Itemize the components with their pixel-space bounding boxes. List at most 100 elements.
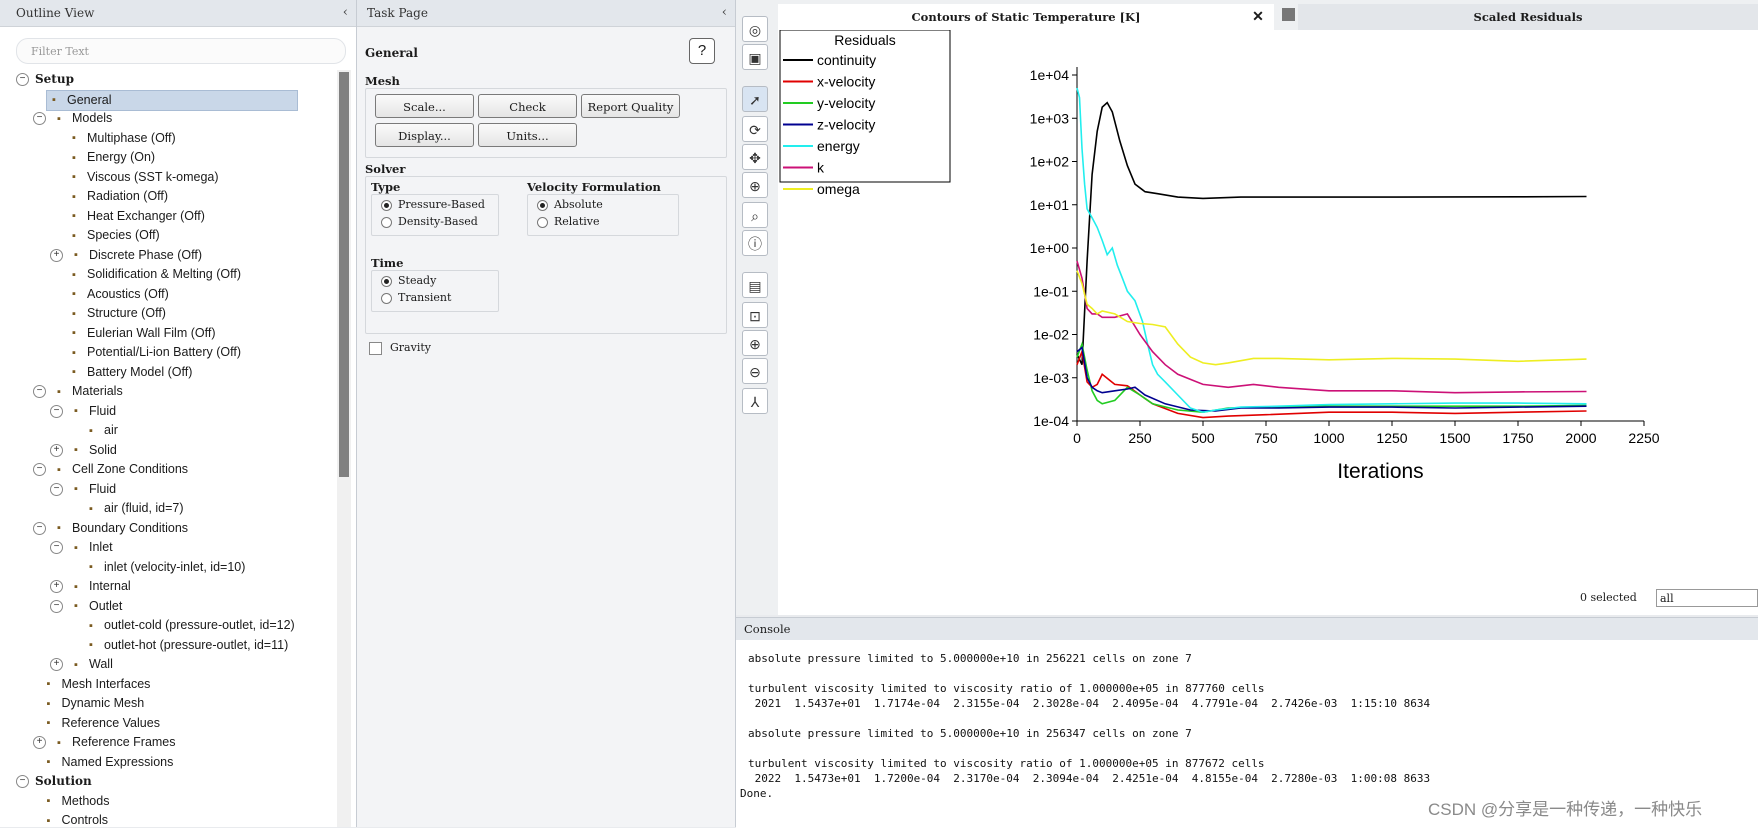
filter-input[interactable]: Filter Text bbox=[16, 38, 346, 64]
collapse-icon[interactable]: − bbox=[33, 463, 46, 477]
collapse-icon[interactable]: − bbox=[33, 385, 46, 399]
tab-scaled-residuals[interactable]: Scaled Residuals bbox=[1298, 4, 1758, 30]
collapse-icon[interactable]: − bbox=[50, 599, 63, 613]
check-button[interactable]: Check bbox=[478, 94, 577, 118]
tree-item-discrete-phase-off[interactable]: + ▪ Discrete Phase (Off) bbox=[50, 246, 202, 265]
radio-relative-circle[interactable] bbox=[537, 216, 548, 228]
zoom-in-icon[interactable]: ⊕ bbox=[742, 330, 768, 356]
tree-item-species-off[interactable]: ▪ Species (Off) bbox=[67, 226, 160, 245]
radio-steady-circle[interactable] bbox=[381, 275, 392, 287]
radio-pressure-based-circle[interactable] bbox=[381, 199, 392, 211]
screenshot-icon[interactable]: ▤ bbox=[742, 272, 768, 298]
units-button[interactable]: Units... bbox=[478, 123, 577, 147]
tree-item-solution[interactable]: − Solution bbox=[16, 772, 92, 791]
display-button[interactable]: Display... bbox=[375, 123, 474, 147]
mesh-display-icon[interactable]: ◎ bbox=[742, 16, 768, 42]
radio-absolute-circle[interactable] bbox=[537, 199, 548, 211]
time-label: Time bbox=[371, 256, 404, 270]
tree-item-acoustics-off[interactable]: ▪ Acoustics (Off) bbox=[67, 285, 169, 304]
tree-item-mesh-interfaces[interactable]: ▪ Mesh Interfaces bbox=[42, 675, 151, 694]
collapse-task-icon[interactable]: ‹ bbox=[721, 5, 727, 20]
axes-icon[interactable]: ⅄ bbox=[742, 388, 768, 414]
residuals-plot[interactable]: 1e+04 1e+03 1e+02 1e+01 1e+00 1e-01 1e-02 1e-03… bbox=[778, 30, 1758, 615]
tree-item-air-fluid-id-7[interactable]: ▪ air (fluid, id=7) bbox=[84, 499, 184, 518]
radio-transient-circle[interactable] bbox=[381, 292, 392, 304]
tree-item-heat-exchanger-off[interactable]: ▪ Heat Exchanger (Off) bbox=[67, 207, 205, 226]
tree-item-outlet-cold-pressure-outlet-id-12[interactable]: ▪ outlet-cold (pressure-outlet, id=12) bbox=[84, 616, 295, 635]
tree-item-reference-values[interactable]: ▪ Reference Values bbox=[42, 714, 160, 733]
pan-icon[interactable]: ✥ bbox=[742, 144, 768, 170]
tree-item-cell-zone-conditions[interactable]: − ▪ Cell Zone Conditions bbox=[33, 460, 188, 479]
expand-icon[interactable]: + bbox=[50, 443, 63, 457]
radio-absolute[interactable]: Absolute bbox=[537, 197, 603, 213]
collapse-icon[interactable]: − bbox=[50, 541, 63, 555]
tree-item-methods[interactable]: ▪ Methods bbox=[42, 792, 110, 811]
collapse-icon[interactable]: − bbox=[16, 775, 29, 789]
radio-pressure-based[interactable]: Pressure-Based bbox=[381, 197, 485, 213]
tree-item-dynamic-mesh[interactable]: ▪ Dynamic Mesh bbox=[42, 694, 145, 713]
tree-item-general[interactable]: ▪ General bbox=[46, 89, 298, 111]
tree-item-controls[interactable]: ▪ Controls bbox=[42, 811, 109, 827]
tree-item-battery-model-off[interactable]: ▪ Battery Model (Off) bbox=[67, 363, 192, 382]
layers-icon[interactable]: ▣ bbox=[742, 44, 768, 70]
collapse-icon[interactable]: − bbox=[50, 404, 63, 418]
report-quality-button[interactable]: Report Quality bbox=[581, 94, 680, 118]
fit-to-window-icon[interactable]: ⊡ bbox=[742, 302, 768, 328]
outline-scroll-thumb[interactable] bbox=[339, 72, 349, 477]
tree-item-outlet-hot-pressure-outlet-id-11[interactable]: ▪ outlet-hot (pressure-outlet, id=11) bbox=[84, 636, 288, 655]
gravity-checkbox-box[interactable] bbox=[369, 341, 382, 355]
collapse-icon[interactable]: − bbox=[33, 521, 46, 535]
collapse-icon[interactable]: − bbox=[50, 482, 63, 496]
tree-item-eulerian-wall-film-off[interactable]: ▪ Eulerian Wall Film (Off) bbox=[67, 324, 215, 343]
collapse-icon[interactable]: − bbox=[33, 112, 46, 126]
tree-item-fluid[interactable]: − ▪ Fluid bbox=[50, 402, 116, 421]
tree-item-outlet[interactable]: − ▪ Outlet bbox=[50, 597, 122, 616]
tree-item-potential-li-ion-battery-off[interactable]: ▪ Potential/Li-ion Battery (Off) bbox=[67, 343, 241, 362]
collapse-outline-icon[interactable]: ‹ bbox=[342, 5, 348, 20]
radio-transient[interactable]: Transient bbox=[381, 290, 451, 306]
tree-item-multiphase-off[interactable]: ▪ Multiphase (Off) bbox=[67, 129, 176, 148]
zoom-out-icon[interactable]: ⊖ bbox=[742, 358, 768, 384]
tree-item-materials[interactable]: − ▪ Materials bbox=[33, 382, 123, 401]
outline-scrollbar[interactable] bbox=[337, 70, 351, 827]
pointer-icon[interactable]: ➚ bbox=[742, 86, 768, 112]
tree-item-setup[interactable]: − Setup bbox=[16, 70, 74, 89]
tree-item-viscous-sst-k-omega[interactable]: ▪ Viscous (SST k-omega) bbox=[67, 168, 218, 187]
radio-steady[interactable]: Steady bbox=[381, 273, 436, 289]
radio-density-based[interactable]: Density-Based bbox=[381, 214, 478, 230]
expand-icon[interactable]: + bbox=[50, 580, 63, 594]
tree-item-energy-on[interactable]: ▪ Energy (On) bbox=[67, 148, 155, 167]
tab-close-icon[interactable]: ✕ bbox=[1252, 9, 1264, 25]
radio-density-based-circle[interactable] bbox=[381, 216, 392, 228]
help-button[interactable]: ? bbox=[689, 38, 715, 64]
zoom-dynamic-icon[interactable]: ⊕ bbox=[742, 172, 768, 198]
tree-item-wall[interactable]: + ▪ Wall bbox=[50, 655, 113, 674]
zoom-box-icon[interactable]: ⌕ bbox=[742, 202, 768, 228]
tab-contours[interactable]: Contours of Static Temperature [K] bbox=[778, 4, 1274, 30]
gravity-checkbox[interactable]: Gravity bbox=[369, 340, 431, 356]
tree-item-reference-frames[interactable]: + ▪ Reference Frames bbox=[33, 733, 176, 752]
console-panel[interactable]: Console absolute pressure limited to 5.0… bbox=[736, 617, 1758, 828]
tree-item-inlet-velocity-inlet-id-10[interactable]: ▪ inlet (velocity-inlet, id=10) bbox=[84, 558, 245, 577]
scale-button[interactable]: Scale... bbox=[375, 94, 474, 118]
tree-item-fluid[interactable]: − ▪ Fluid bbox=[50, 480, 116, 499]
tree-item-models[interactable]: − ▪ Models bbox=[33, 109, 112, 128]
tree-item-radiation-off[interactable]: ▪ Radiation (Off) bbox=[67, 187, 168, 206]
tree-item-solidification-melting-off[interactable]: ▪ Solidification & Melting (Off) bbox=[67, 265, 241, 284]
expand-icon[interactable]: + bbox=[33, 736, 46, 750]
tree-item-internal[interactable]: + ▪ Internal bbox=[50, 577, 131, 596]
rotate-icon[interactable]: ⟳ bbox=[742, 116, 768, 142]
collapse-icon[interactable]: − bbox=[16, 73, 29, 87]
expand-icon[interactable]: + bbox=[50, 248, 63, 262]
tree-item-boundary-conditions[interactable]: − ▪ Boundary Conditions bbox=[33, 519, 188, 538]
probe-info-icon[interactable]: ⓘ bbox=[742, 230, 768, 256]
tree-item-structure-off[interactable]: ▪ Structure (Off) bbox=[67, 304, 166, 323]
tree-item-solid[interactable]: + ▪ Solid bbox=[50, 441, 117, 460]
selection-filter-input[interactable]: all bbox=[1656, 589, 1758, 607]
expand-icon[interactable]: + bbox=[50, 658, 63, 672]
tree-item-label: Cell Zone Conditions bbox=[72, 462, 189, 476]
tree-item-air[interactable]: ▪ air bbox=[84, 421, 118, 440]
radio-relative[interactable]: Relative bbox=[537, 214, 600, 230]
tree-item-inlet[interactable]: − ▪ Inlet bbox=[50, 538, 113, 557]
tree-item-named-expressions[interactable]: ▪ Named Expressions bbox=[42, 753, 174, 772]
